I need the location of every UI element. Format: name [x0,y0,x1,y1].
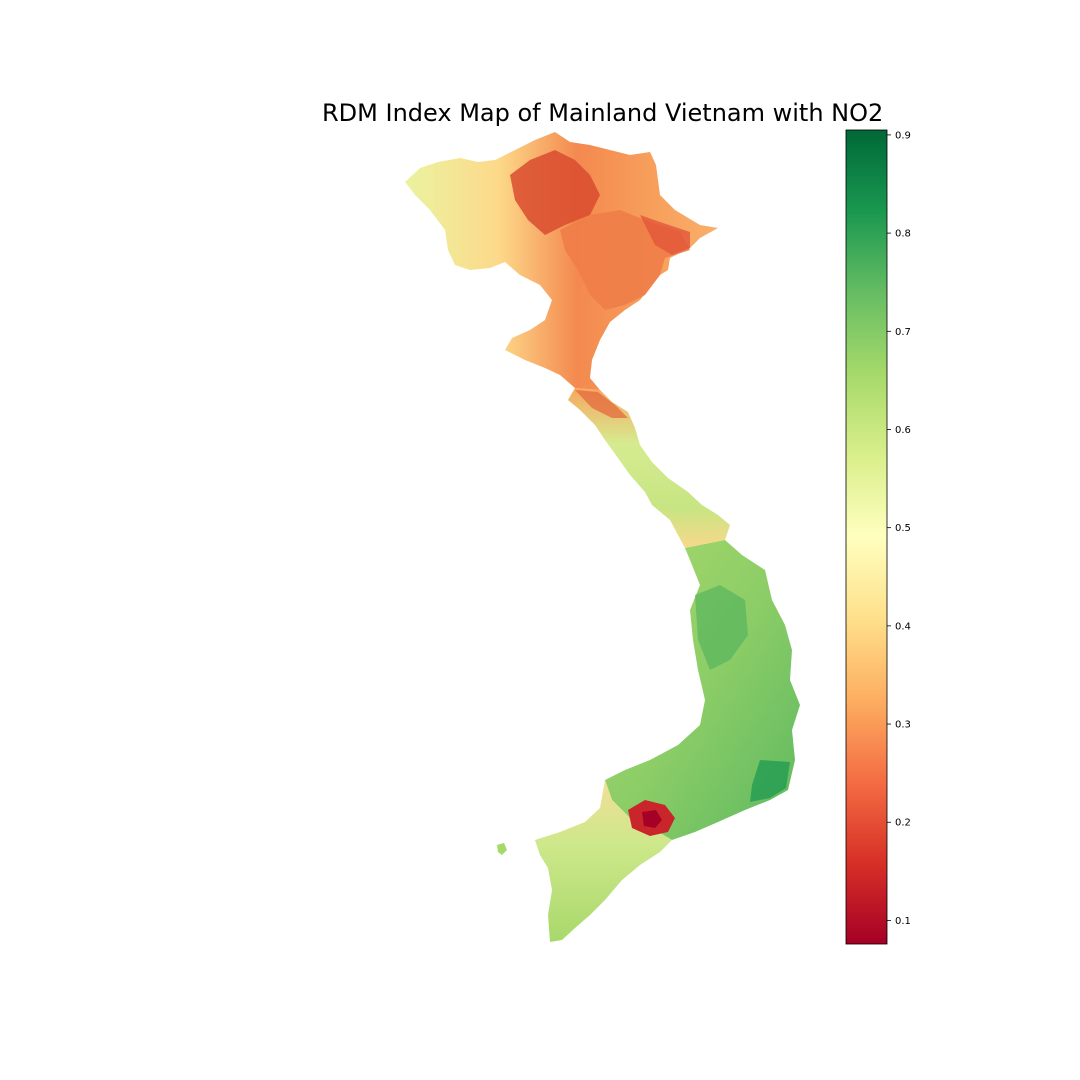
colorbar-tick-label: 0.3 [895,720,911,731]
colorbar-tick-label: 0.7 [895,327,911,338]
coast-dark-green [750,760,790,802]
hotspot-central [575,390,628,418]
colorbar-ticks: 0.1 0.2 0.3 0.4 0.5 0.6 0.7 0.8 0.9 [887,130,911,927]
colorbar-tick-label: 0.9 [895,130,911,141]
hotspot-northeast [640,215,690,255]
region-south-central [605,540,800,840]
colorbar-tick-label: 0.4 [895,621,911,632]
map-title: RDM Index Map of Mainland Vietnam with N… [322,99,884,127]
hotspot-northwest [510,150,600,235]
island-phu-quoc [497,843,507,855]
region-mekong-delta [535,780,672,942]
colorbar-tick-label: 0.5 [895,523,911,534]
colorbar-tick-label: 0.2 [895,818,911,829]
colorbar-tick-label: 0.6 [895,425,911,436]
region-central [568,388,730,548]
highland-dark-green [695,585,748,670]
hotspot-ho-chi-minh-core [642,810,662,828]
colorbar-gradient [845,129,888,945]
colorbar-tick-label: 0.1 [895,916,911,927]
region-north [405,132,718,390]
colorbar-tick-label: 0.8 [895,229,911,240]
